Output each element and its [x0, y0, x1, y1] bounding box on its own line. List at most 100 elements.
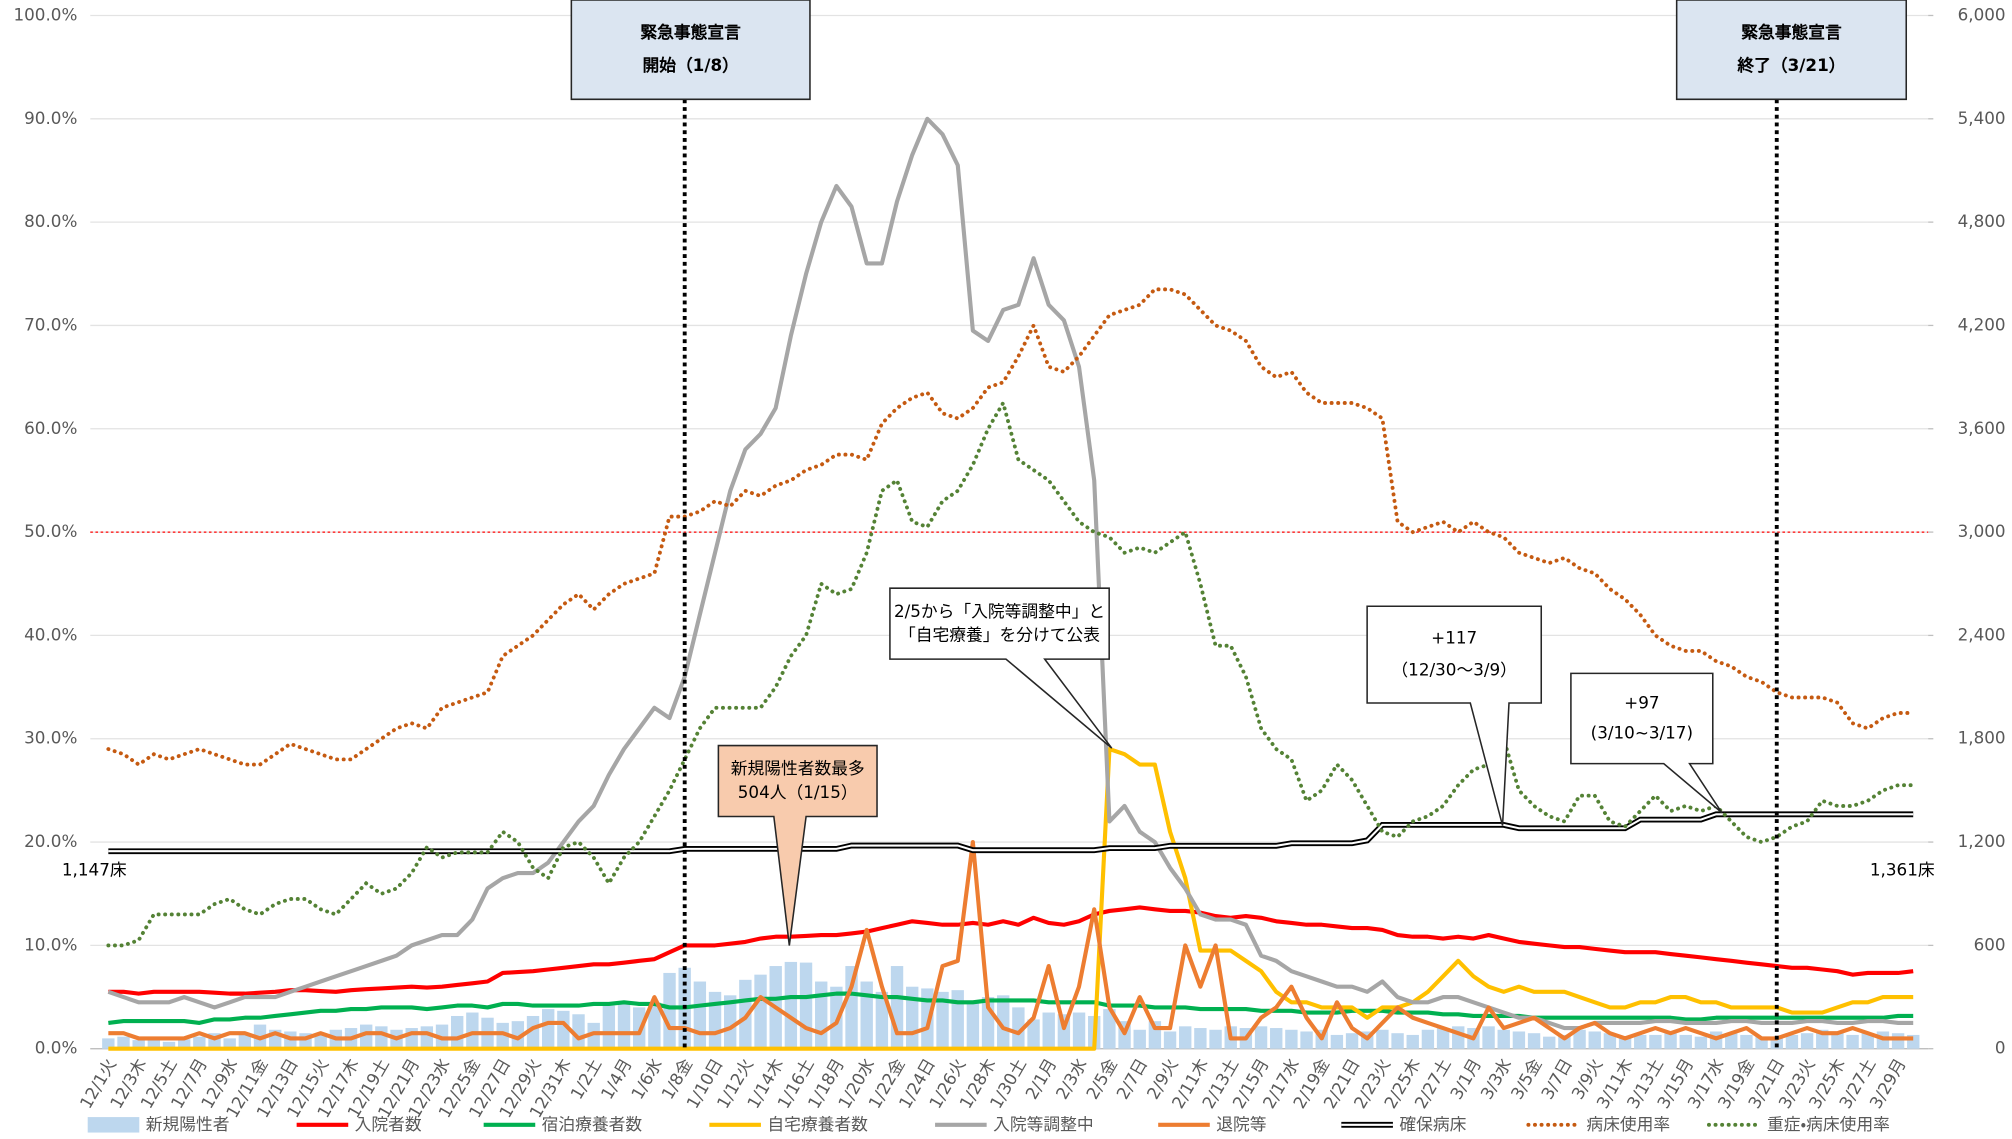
y2-tick-label: 6,000 [1958, 4, 2006, 24]
bar [997, 995, 1010, 1049]
bar [1270, 1028, 1283, 1049]
callout-box [1366, 605, 1543, 826]
callout-text: 新規陽性者数最多 [731, 758, 865, 778]
bar [663, 972, 676, 1049]
bar [1163, 1031, 1177, 1049]
bar [526, 1015, 540, 1049]
bar [1391, 1033, 1404, 1049]
callout-box [717, 744, 878, 946]
bar [1512, 1031, 1526, 1049]
bar [162, 1041, 176, 1049]
callout-text: （12/30～3/9） [1391, 660, 1516, 680]
bar [359, 1024, 373, 1049]
bar [845, 966, 858, 1049]
bar [1497, 1029, 1510, 1049]
bar [784, 961, 798, 1049]
bar [708, 991, 722, 1049]
bar [1194, 1028, 1207, 1049]
line [107, 116, 1914, 1031]
legend-label: 入院者数 [355, 1114, 422, 1134]
legend-label: 入院等調整中 [993, 1114, 1094, 1134]
annotation-label: 1,147床 [62, 860, 127, 880]
bar [1846, 1034, 1859, 1049]
y-tick-label: 30.0% [24, 728, 77, 748]
bar [951, 990, 964, 1049]
y2-tick-label: 1,800 [1958, 728, 2006, 748]
y2-tick-label: 3,600 [1958, 418, 2006, 438]
callout-text: 2/5から「入院等調整中」と [894, 601, 1105, 621]
bar [1436, 1028, 1450, 1049]
bar [1618, 1036, 1632, 1049]
bar [1603, 1033, 1617, 1049]
y-tick-label: 80.0% [24, 211, 77, 231]
bar [1482, 1026, 1495, 1049]
bar [1634, 1034, 1647, 1049]
y-tick-label: 100.0% [14, 4, 78, 24]
y2-tick-label: 600 [1974, 934, 2006, 954]
callout-box [889, 587, 1113, 749]
y2-tick-label: 2,400 [1958, 624, 2006, 644]
bar [375, 1026, 388, 1049]
bar [1072, 1012, 1086, 1049]
bar [724, 995, 737, 1049]
y-tick-label: 60.0% [24, 418, 77, 438]
bar [420, 1026, 434, 1049]
callout-text: 緊急事態宣言 [640, 22, 741, 42]
bar [1679, 1034, 1692, 1049]
bar [1664, 1033, 1677, 1049]
bar [1133, 1029, 1146, 1049]
bar [587, 1022, 600, 1049]
line-double-inner [108, 813, 1914, 853]
bar [572, 1014, 585, 1049]
bar [314, 1033, 327, 1049]
bar [648, 1002, 661, 1049]
bar [1179, 1026, 1192, 1049]
bar [1406, 1034, 1419, 1049]
bar [147, 1038, 161, 1049]
bar [1573, 1029, 1586, 1049]
y2-tick-label: 4,200 [1958, 314, 2006, 334]
bar [860, 981, 873, 1049]
callout-text: 504人（1/15） [738, 782, 858, 802]
callout-text: 「自宅療養」を分けて公表 [899, 625, 1100, 645]
bar [966, 1000, 980, 1049]
bar [1694, 1036, 1708, 1049]
y-tick-label: 20.0% [24, 831, 77, 851]
y2-tick-label: 5,400 [1958, 108, 2006, 128]
legend-label: 病床使用率 [1586, 1114, 1670, 1134]
bar [875, 991, 889, 1049]
bar [1649, 1034, 1662, 1049]
bar [1254, 1026, 1268, 1049]
bar [754, 974, 767, 1049]
y-tick-label: 0.0% [35, 1038, 78, 1058]
bar [1527, 1033, 1541, 1049]
y2-tick-label: 3,000 [1958, 521, 2006, 541]
callout-text: 緊急事態宣言 [1741, 22, 1842, 42]
bar [1831, 1031, 1844, 1049]
bar [1421, 1029, 1435, 1049]
y-tick-label: 40.0% [24, 624, 77, 644]
y-tick-label: 50.0% [24, 521, 77, 541]
bar [450, 1015, 464, 1049]
bar [815, 981, 828, 1049]
annotation-label: 1,361床 [1870, 860, 1935, 880]
bar [890, 966, 904, 1049]
callout-box [570, 0, 811, 101]
legend-label: 確保病床 [1399, 1114, 1466, 1134]
y2-tick-label: 0 [1995, 1038, 2006, 1058]
bar [1103, 1009, 1116, 1049]
legend-label: 重症・病床使用率 [1767, 1114, 1890, 1134]
line [108, 905, 1914, 996]
bar [1012, 1007, 1025, 1049]
legend-label: 宿泊療養者数 [542, 1114, 643, 1134]
bar [1785, 1034, 1799, 1049]
bar [799, 962, 813, 1049]
bar [511, 1021, 525, 1049]
y-tick-label: 90.0% [24, 108, 77, 128]
bar [1300, 1031, 1313, 1049]
legend-label: 新規陽性者 [146, 1114, 230, 1134]
bar [602, 1005, 616, 1049]
